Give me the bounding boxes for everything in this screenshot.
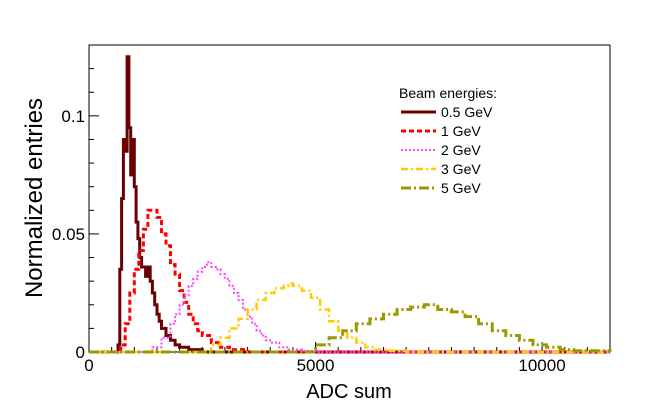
legend-label: 1 GeV bbox=[441, 123, 481, 139]
legend: Beam energies: 0.5 GeV 1 GeV 2 GeV 3 GeV 5 G… bbox=[399, 85, 497, 196]
series-line-2 bbox=[89, 261, 610, 353]
series-line-3 bbox=[89, 282, 610, 354]
y-tick-label: 0.05 bbox=[52, 225, 85, 244]
series-line-0 bbox=[89, 55, 610, 354]
axis-ticks: 0 5000 10000 0 0.05 0.1 bbox=[52, 68, 588, 375]
x-tick-label: 0 bbox=[84, 356, 93, 375]
legend-title: Beam energies: bbox=[399, 85, 497, 101]
series-layer bbox=[89, 55, 612, 354]
x-tick-label: 10000 bbox=[518, 356, 565, 375]
y-tick-label: 0 bbox=[76, 343, 85, 362]
y-axis-label: Normalized entries bbox=[21, 98, 48, 298]
legend-label: 3 GeV bbox=[441, 161, 481, 177]
legend-label: 5 GeV bbox=[441, 180, 481, 196]
y-tick-label: 0.1 bbox=[61, 107, 85, 126]
x-axis-label: ADC sum bbox=[306, 381, 392, 403]
legend-label: 0.5 GeV bbox=[441, 104, 493, 120]
series-line-1 bbox=[89, 208, 610, 354]
legend-label: 2 GeV bbox=[441, 142, 481, 158]
series-line-4 bbox=[89, 303, 612, 354]
plot-frame bbox=[88, 44, 611, 353]
x-tick-label: 5000 bbox=[297, 356, 335, 375]
